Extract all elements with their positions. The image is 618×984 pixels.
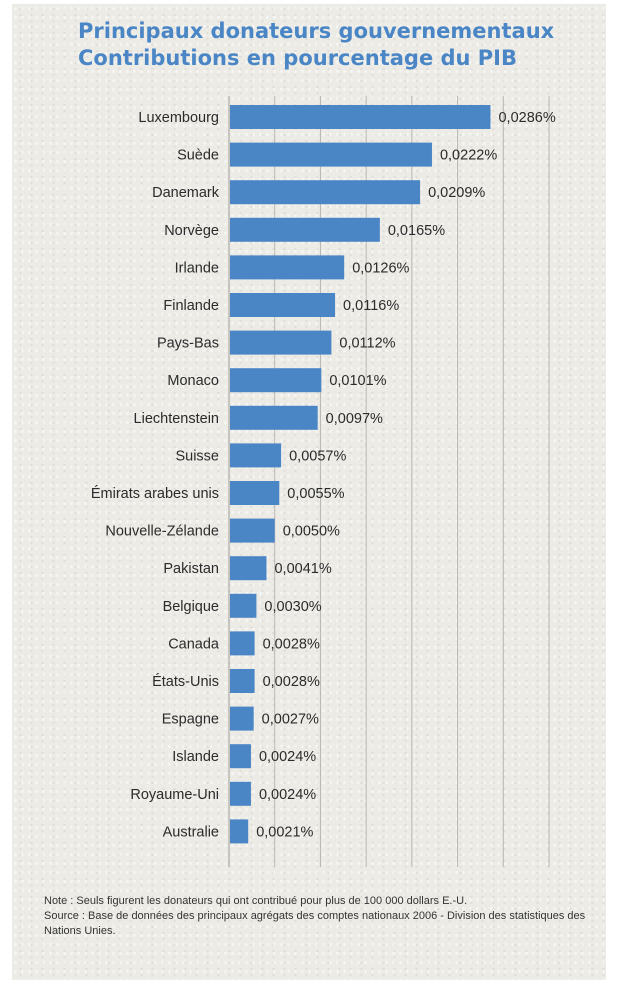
bar: [230, 706, 254, 731]
value-label: 0,0027%: [262, 712, 319, 728]
category-label: États-Unis: [152, 673, 219, 690]
value-label: 0,0209%: [428, 185, 485, 201]
bar: [230, 330, 332, 355]
bar: [230, 781, 251, 806]
category-label: Nouvelle-Zélande: [105, 524, 219, 540]
bar-chart: Luxembourg 0,0286% Suède 0,0222% Danemark 0,0…: [91, 96, 556, 867]
category-label: Espagne: [162, 712, 219, 728]
category-label: Finlande: [163, 298, 219, 314]
category-label: Danemark: [152, 185, 220, 201]
value-label: 0,0050%: [283, 524, 340, 540]
category-label: Islande: [172, 749, 219, 765]
value-label: 0,0116%: [343, 298, 399, 314]
bar: [230, 368, 322, 393]
value-label: 0,0112%: [339, 336, 395, 352]
category-label: Luxembourg: [138, 110, 219, 126]
category-label: Norvège: [164, 223, 219, 239]
bar: [230, 293, 336, 317]
chart-title: Principaux donateurs gouvernementaux Con…: [78, 18, 618, 72]
bar: [230, 481, 280, 505]
bar: [230, 217, 380, 242]
category-label: Émirats arabes unis: [91, 485, 219, 502]
category-label: Monaco: [167, 373, 219, 389]
value-label: 0,0024%: [259, 787, 316, 803]
bar: [230, 819, 249, 844]
chart-card: Principaux donateurs gouvernementaux Con…: [12, 4, 606, 980]
bar: [230, 443, 282, 468]
value-label: 0,0101%: [329, 373, 386, 389]
value-label: 0,0097%: [326, 411, 383, 427]
category-label: Royaume-Uni: [130, 787, 219, 803]
value-label: 0,0057%: [289, 448, 346, 464]
title-line-2: Contributions en pourcentage du PIB: [78, 46, 518, 70]
chart-footer: Note : Seuls figurent les donateurs qui …: [44, 894, 614, 939]
bar: [230, 142, 432, 167]
category-label: Irlande: [175, 260, 219, 276]
value-label: 0,0041%: [274, 561, 331, 577]
bar: [230, 255, 345, 280]
value-label: 0,0028%: [263, 674, 320, 690]
value-label: 0,0021%: [256, 824, 313, 840]
bar: [230, 105, 491, 129]
category-label: Canada: [168, 636, 220, 652]
value-label: 0,0028%: [263, 636, 320, 652]
bar: [230, 518, 275, 543]
bar: [230, 744, 251, 769]
footer-note: Note : Seuls figurent les donateurs qui …: [44, 895, 468, 907]
category-label: Liechtenstein: [134, 411, 219, 427]
category-label: Pays-Bas: [157, 336, 219, 352]
bar: [230, 405, 318, 430]
bar: [230, 631, 255, 656]
value-label: 0,0055%: [287, 486, 344, 502]
title-line-1: Principaux donateurs gouvernementaux: [78, 19, 555, 43]
category-label: Australie: [163, 824, 219, 840]
bar: [230, 556, 267, 581]
category-label: Suède: [177, 148, 219, 164]
category-label: Pakistan: [163, 561, 219, 577]
category-label: Belgique: [163, 599, 219, 615]
value-label: 0,0024%: [259, 749, 316, 765]
value-label: 0,0165%: [388, 223, 445, 239]
value-label: 0,0126%: [352, 260, 409, 276]
footer-source: Source : Base de données des principaux …: [44, 910, 586, 937]
bar: [230, 593, 257, 618]
bar: [230, 669, 255, 693]
bar: [230, 180, 421, 205]
value-label: 0,0030%: [264, 599, 321, 615]
category-label: Suisse: [175, 448, 219, 464]
value-label: 0,0286%: [498, 110, 555, 126]
value-label: 0,0222%: [440, 148, 497, 164]
